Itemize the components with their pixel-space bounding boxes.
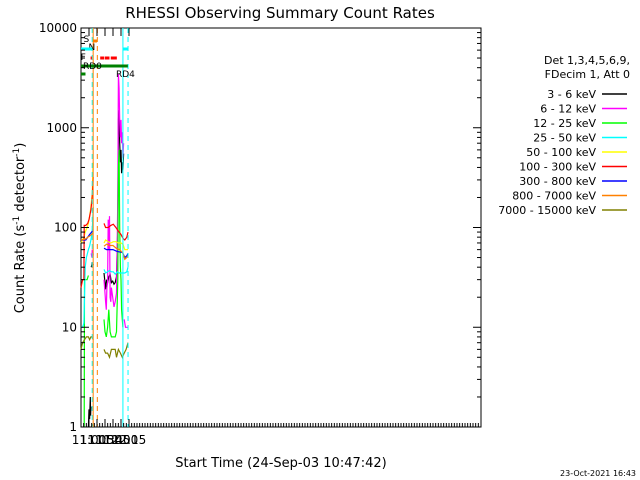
series-line <box>103 342 129 360</box>
y-label-sup2: -1 <box>12 148 22 157</box>
legend-label: 25 - 50 keV <box>533 132 596 145</box>
y-label-mid: detector <box>13 156 28 216</box>
y-label-sup1: -1 <box>12 216 22 225</box>
series-line <box>123 319 128 328</box>
chart-title: RHESSI Observing Summary Count Rates <box>125 4 435 22</box>
y-label-main: Count Rate (s <box>13 225 28 314</box>
flag-bar-label: RD4 <box>116 70 135 80</box>
series-line <box>103 243 129 261</box>
legend-label: 12 - 25 keV <box>533 117 596 130</box>
y-tick-label: 10 <box>62 320 77 334</box>
x-tick-label: 11:00 <box>72 433 107 447</box>
series-line <box>103 223 129 241</box>
series-line <box>103 239 128 251</box>
x-tick-label: 12:15 <box>112 433 147 447</box>
y-tick-label: 100 <box>54 221 77 235</box>
legend-label: 7000 - 15000 keV <box>498 204 596 217</box>
x-tick-label: 11:15 <box>80 433 115 447</box>
flag-bar-label: RD0 <box>83 62 102 72</box>
series-line <box>80 232 94 241</box>
legend-label: 6 - 12 keV <box>540 103 596 116</box>
time-markers <box>91 28 129 427</box>
series-line <box>81 207 94 328</box>
legend-label: 100 - 300 keV <box>519 161 596 174</box>
series-line <box>103 73 125 310</box>
y-tick-label: 1 <box>69 420 77 434</box>
legend: Det 1,3,4,5,6,9,FDecim 1, Att 0 3 - 6 keV… <box>498 54 630 217</box>
plot-area: RD0RD4FNS 11010010001000011:0011:1511:30… <box>39 21 482 447</box>
x-tick-label: 12:00 <box>104 433 139 447</box>
legend-label: 3 - 6 keV <box>547 88 596 101</box>
y-label-end: ) <box>13 143 28 148</box>
legend-label: 50 - 100 keV <box>526 146 596 159</box>
y-tick-label: 10000 <box>39 21 77 35</box>
legend-header: FDecim 1, Att 0 <box>545 68 630 81</box>
series-line <box>103 149 124 338</box>
series-line <box>83 275 89 428</box>
series-layer <box>80 73 129 428</box>
plot-frame <box>80 27 482 428</box>
series-line <box>103 247 129 259</box>
x-axis-label: Start Time (24-Sep-03 10:47:42) <box>175 456 386 471</box>
y-tick-label: 1000 <box>46 121 77 135</box>
orbit-bar-label: S <box>83 35 89 45</box>
status-bars: RD0RD4FNS <box>81 35 136 80</box>
legend-label: 300 - 800 keV <box>519 175 596 188</box>
y-axis-label: Count Rate (s-1 detector-1) <box>12 143 28 314</box>
legend-label: 800 - 7000 keV <box>512 190 596 203</box>
x-tick-label: 11:30 <box>88 433 123 447</box>
x-tick-label: 11:45 <box>96 433 131 447</box>
series-line <box>103 267 129 276</box>
footer-timestamp: 23-Oct-2021 16:43 <box>560 469 636 478</box>
legend-header: Det 1,3,4,5,6,9, <box>544 54 630 67</box>
axis-ticks: 1 10 100 1000 10000 11:0011:1511:3011:4512:00… <box>39 21 482 447</box>
series-line <box>87 396 92 428</box>
